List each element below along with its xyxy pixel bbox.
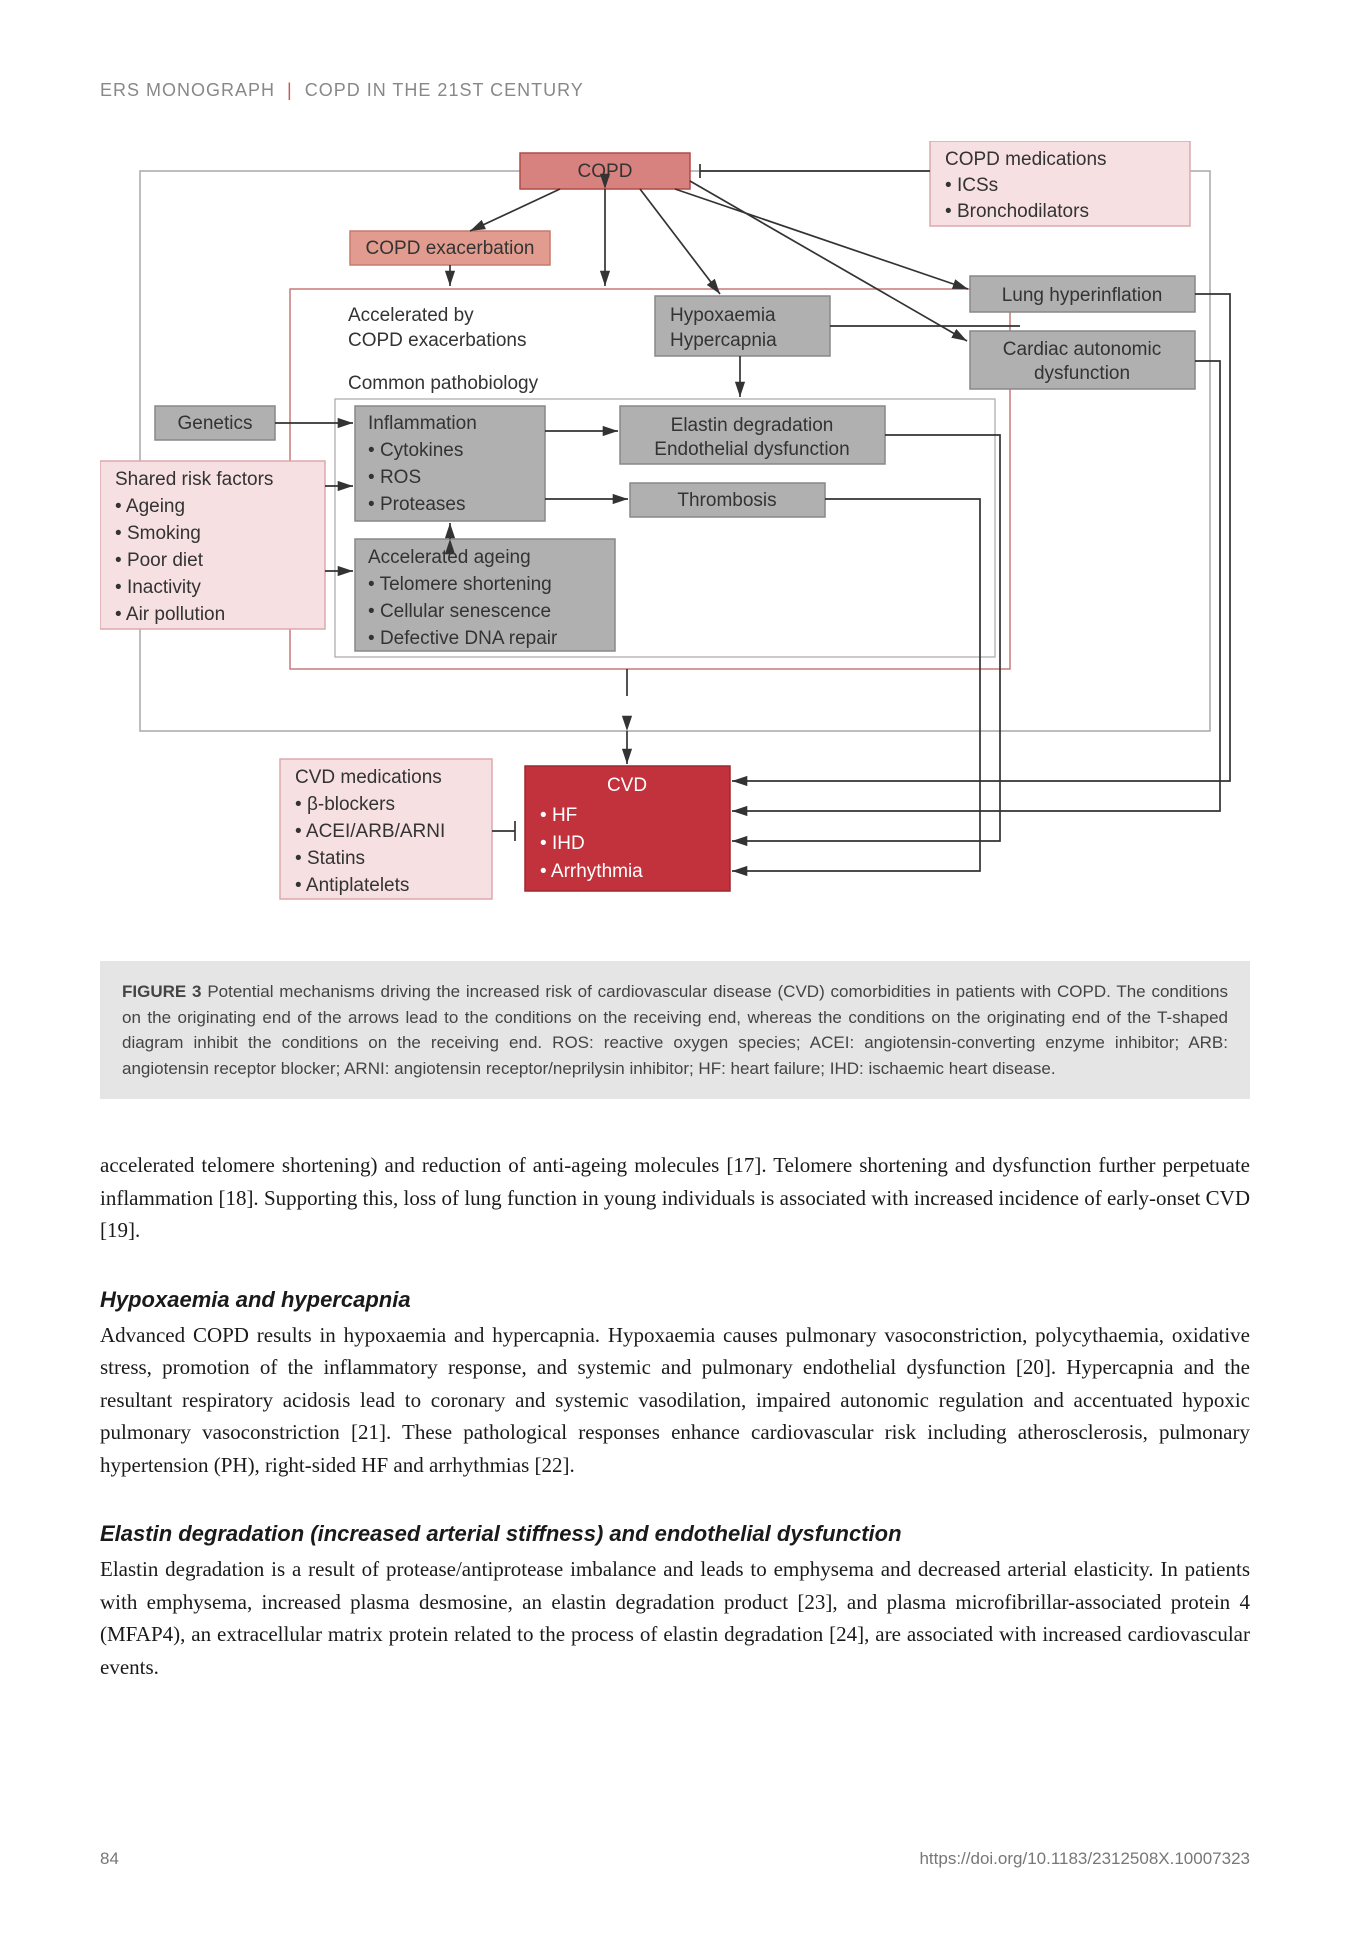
paragraph-2: Advanced COPD results in hypoxaemia and … (100, 1319, 1250, 1482)
page-number: 84 (100, 1849, 119, 1869)
header-left: ERS MONOGRAPH (100, 80, 275, 100)
svg-text:• Arrhythmia: • Arrhythmia (540, 861, 643, 882)
node-exacerbation: COPD exacerbation (366, 238, 535, 259)
svg-text:Elastin degradation: Elastin degradation (671, 415, 834, 436)
svg-text:• Telomere shortening: • Telomere shortening (368, 574, 552, 595)
caption-text: Potential mechanisms driving the increas… (122, 982, 1228, 1078)
svg-text:• Ageing: • Ageing (115, 496, 185, 517)
svg-text:Genetics: Genetics (178, 413, 253, 434)
svg-text:Accelerated ageing: Accelerated ageing (368, 547, 531, 568)
figure-caption: FIGURE 3 Potential mechanisms driving th… (100, 961, 1250, 1099)
svg-text:dysfunction: dysfunction (1034, 363, 1130, 384)
svg-text:• Poor diet: • Poor diet (115, 550, 204, 571)
svg-text:Lung hyperinflation: Lung hyperinflation (1002, 285, 1163, 306)
header-divider: | (287, 80, 293, 100)
paragraph-1: accelerated telomere shortening) and red… (100, 1149, 1250, 1247)
node-copd: COPD (578, 161, 633, 182)
svg-text:• Antiplatelets: • Antiplatelets (295, 875, 409, 896)
svg-text:• ICSs: • ICSs (945, 175, 998, 196)
header-right: COPD IN THE 21ST CENTURY (305, 80, 584, 100)
node-copd-meds-title: COPD medications (945, 149, 1107, 170)
svg-text:Shared risk factors: Shared risk factors (115, 469, 273, 490)
svg-text:• Cytokines: • Cytokines (368, 440, 463, 461)
svg-text:• Smoking: • Smoking (115, 523, 201, 544)
svg-text:• ACEI/ARB/ARNI: • ACEI/ARB/ARNI (295, 821, 445, 842)
heading-elastin: Elastin degradation (increased arterial … (100, 1521, 1250, 1547)
page-footer: 84 https://doi.org/10.1183/2312508X.1000… (100, 1849, 1250, 1869)
svg-text:Hypercapnia: Hypercapnia (670, 330, 777, 351)
svg-text:COPD exacerbations: COPD exacerbations (348, 330, 526, 351)
svg-text:Hypoxaemia: Hypoxaemia (670, 305, 776, 326)
svg-text:• Statins: • Statins (295, 848, 365, 869)
svg-text:Accelerated by: Accelerated by (348, 305, 474, 326)
svg-text:• Inactivity: • Inactivity (115, 577, 201, 598)
svg-text:Cardiac autonomic: Cardiac autonomic (1003, 339, 1161, 360)
svg-text:• HF: • HF (540, 805, 577, 826)
svg-text:• β-blockers: • β-blockers (295, 794, 395, 815)
svg-text:CVD medications: CVD medications (295, 767, 442, 788)
svg-text:• Defective DNA repair: • Defective DNA repair (368, 628, 558, 649)
svg-text:• IHD: • IHD (540, 833, 585, 854)
figure-diagram: COPD COPD medications • ICSs • Bronchodi… (100, 141, 1250, 931)
page-header: ERS MONOGRAPH | COPD IN THE 21ST CENTURY (100, 80, 1250, 101)
svg-text:• ROS: • ROS (368, 467, 421, 488)
svg-text:CVD: CVD (607, 775, 647, 796)
paragraph-3: Elastin degradation is a result of prote… (100, 1553, 1250, 1683)
svg-text:• Cellular senescence: • Cellular senescence (368, 601, 551, 622)
svg-text:Inflammation: Inflammation (368, 413, 477, 434)
caption-label: FIGURE 3 (122, 982, 202, 1001)
svg-text:Thrombosis: Thrombosis (677, 490, 776, 511)
svg-text:• Air pollution: • Air pollution (115, 604, 225, 625)
svg-text:Endothelial dysfunction: Endothelial dysfunction (654, 439, 849, 460)
svg-text:• Proteases: • Proteases (368, 494, 465, 515)
svg-text:Common pathobiology: Common pathobiology (348, 373, 539, 394)
doi-link: https://doi.org/10.1183/2312508X.1000732… (919, 1849, 1250, 1869)
heading-hypoxaemia: Hypoxaemia and hypercapnia (100, 1287, 1250, 1313)
svg-text:• Bronchodilators: • Bronchodilators (945, 201, 1089, 222)
